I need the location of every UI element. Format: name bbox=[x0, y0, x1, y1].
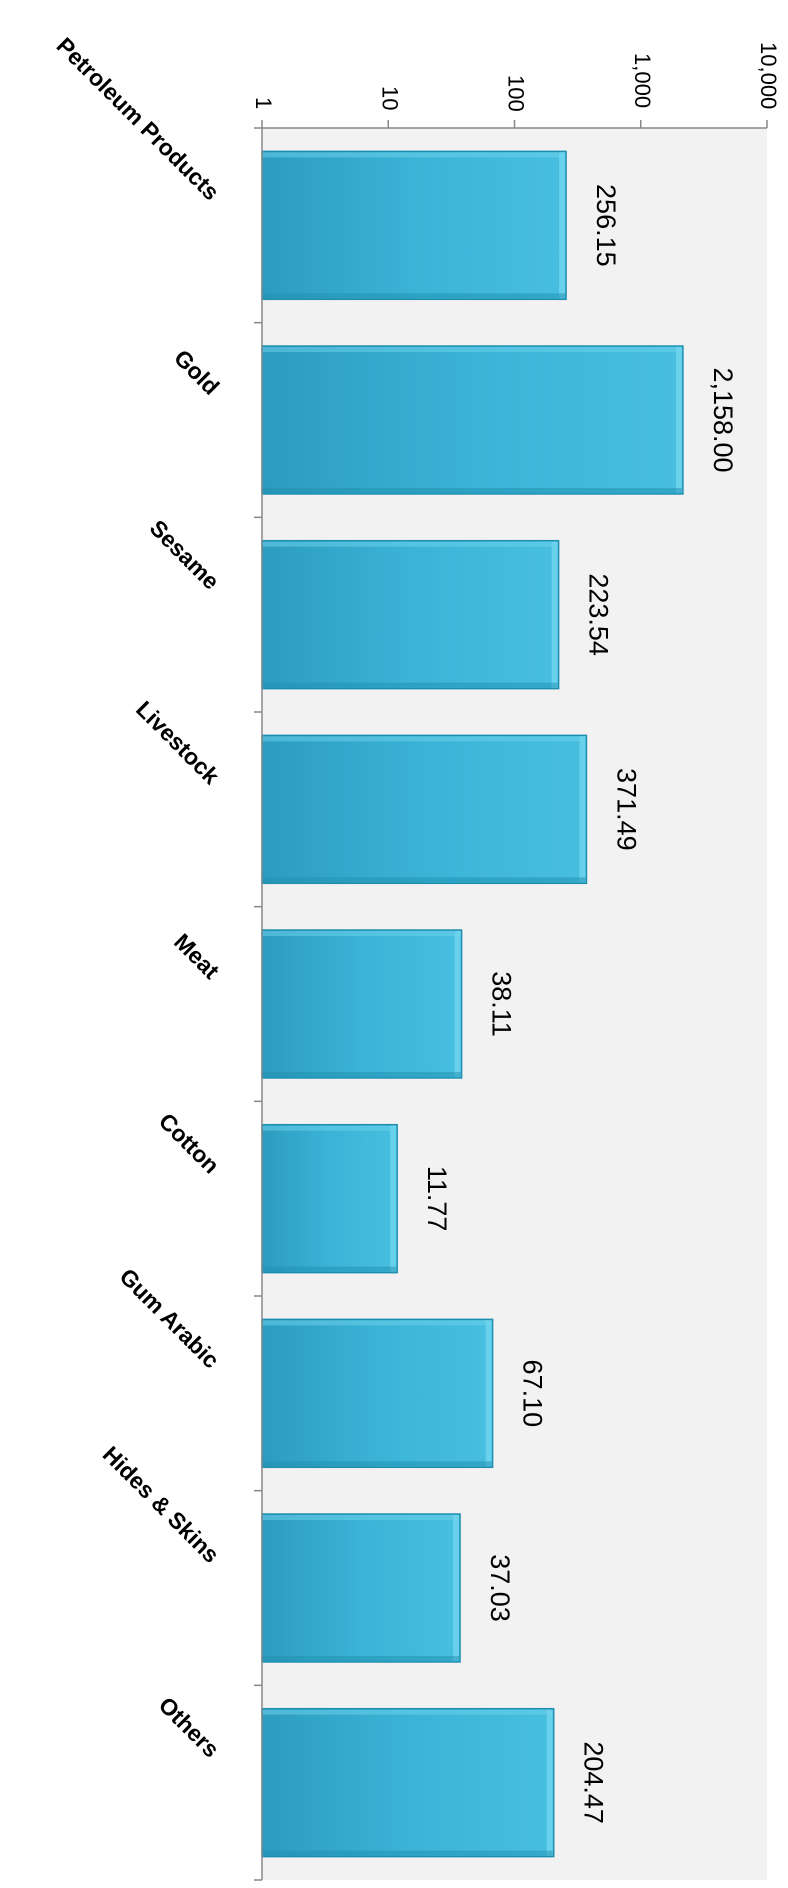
bar-bottom-shade bbox=[263, 877, 586, 883]
bar-top-highlight bbox=[263, 152, 566, 158]
bar-edge-highlight bbox=[579, 736, 586, 883]
value-axis-tick-label: 10,000 bbox=[756, 42, 781, 109]
bar-value-label: 204.47 bbox=[579, 1741, 609, 1824]
bar-edge-highlight bbox=[551, 541, 558, 688]
bar bbox=[261, 734, 588, 885]
bar-value-label: 2,158.00 bbox=[708, 367, 738, 472]
bar-edge-highlight bbox=[390, 1125, 397, 1272]
bar bbox=[261, 539, 560, 690]
category-label: Meat bbox=[169, 928, 225, 984]
bar bbox=[261, 1123, 398, 1274]
bar bbox=[261, 1513, 461, 1663]
bar-edge-highlight bbox=[454, 931, 461, 1077]
category-label: Others bbox=[154, 1692, 225, 1763]
category-label: Gold bbox=[169, 344, 224, 399]
bar-top-highlight bbox=[263, 931, 461, 937]
bar-value-label: 37.03 bbox=[485, 1554, 515, 1622]
bar-top-highlight bbox=[263, 736, 586, 742]
bar-top-highlight bbox=[263, 541, 558, 547]
bar bbox=[261, 929, 463, 1079]
category-label: Sesame bbox=[145, 515, 225, 595]
bar-value-label: 11.77 bbox=[422, 1166, 452, 1232]
bar-edge-highlight bbox=[559, 152, 566, 299]
value-axis-tick-label: 1 bbox=[251, 97, 276, 109]
bar-edge-highlight bbox=[675, 347, 682, 493]
bar-value-label: 223.54 bbox=[583, 573, 613, 656]
bar-bottom-shade bbox=[263, 682, 558, 688]
bar-bottom-shade bbox=[263, 1266, 397, 1272]
bar bbox=[261, 150, 567, 301]
bar-value-label: 38.11 bbox=[486, 971, 516, 1037]
bar-bottom-shade bbox=[263, 1850, 553, 1856]
bar-bottom-shade bbox=[263, 1461, 492, 1467]
bar bbox=[261, 345, 684, 495]
category-label: Petroleum Products bbox=[52, 32, 225, 205]
bar-top-highlight bbox=[263, 1515, 460, 1521]
value-axis-tick-label: 1,000 bbox=[630, 53, 655, 108]
category-label: Cotton bbox=[154, 1108, 225, 1179]
bar-edge-highlight bbox=[546, 1709, 553, 1856]
bar-top-highlight bbox=[263, 1709, 553, 1715]
bar-value-label: 67.10 bbox=[517, 1360, 547, 1428]
bar-bottom-shade bbox=[263, 1071, 461, 1077]
bar-edge-highlight bbox=[453, 1515, 460, 1661]
value-axis-tick-label: 100 bbox=[504, 75, 529, 112]
bar-value-label: 371.49 bbox=[611, 768, 641, 851]
bar-top-highlight bbox=[263, 347, 682, 353]
bar-value-label: 256.15 bbox=[591, 184, 621, 267]
category-label: Livestock bbox=[131, 696, 225, 790]
bar-top-highlight bbox=[263, 1125, 397, 1131]
bar bbox=[261, 1318, 494, 1469]
bar-bottom-shade bbox=[263, 487, 682, 493]
bar-top-highlight bbox=[263, 1320, 492, 1326]
category-label: Hides & Skins bbox=[98, 1441, 225, 1568]
value-axis-tick-label: 10 bbox=[377, 86, 402, 110]
bar-bottom-shade bbox=[263, 293, 566, 299]
bar bbox=[261, 1707, 555, 1858]
bar-bottom-shade bbox=[263, 1655, 460, 1661]
category-label: Gum Arabic bbox=[115, 1263, 225, 1373]
bar-edge-highlight bbox=[485, 1320, 492, 1467]
